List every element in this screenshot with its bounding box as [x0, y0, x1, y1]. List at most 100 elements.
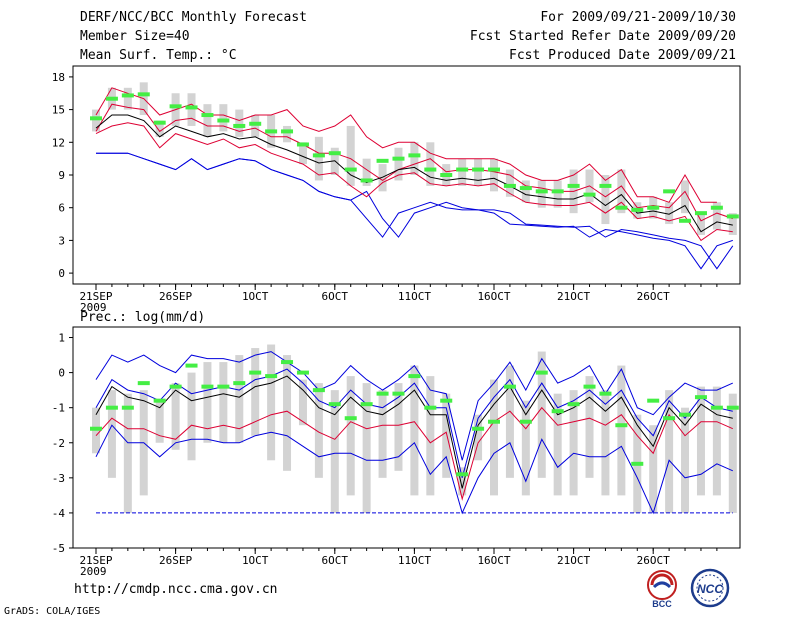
forecast-period: For 2009/09/21-2009/10/30 [540, 10, 736, 25]
ensemble-box [283, 125, 292, 143]
y-tick-label: 12 [52, 136, 65, 149]
median-marker [726, 405, 739, 410]
x-tick-label: 21SEP [79, 554, 112, 567]
x-tick-label: 21SEP [79, 290, 112, 303]
ensemble-box [187, 372, 196, 461]
bcc-logo: BCC [647, 570, 677, 608]
series-line-mean [95, 114, 733, 233]
median-marker [519, 419, 532, 424]
ensemble-box [107, 390, 116, 478]
median-marker [121, 93, 134, 98]
median-marker [647, 205, 660, 210]
median-marker [583, 384, 596, 389]
ensemble-box [171, 383, 180, 450]
median-marker [217, 384, 230, 389]
median-marker [424, 167, 437, 172]
x-tick-label: 11OCT [398, 554, 431, 567]
ensemble-box [298, 142, 307, 165]
ensemble-box [362, 383, 371, 513]
y-tick-label: 18 [52, 71, 65, 84]
median-marker [726, 214, 739, 219]
median-marker [551, 409, 564, 414]
grads-credit: GrADS: COLA/IGES [4, 606, 101, 617]
refer-date: Fcst Started Refer Date 2009/09/20 [469, 29, 736, 44]
ensemble-box [155, 400, 164, 443]
median-marker [488, 419, 500, 424]
ensemble-box [681, 180, 690, 214]
median-marker [201, 113, 214, 118]
source-url[interactable]: http://cmdp.ncc.cma.gov.cn [74, 582, 278, 597]
median-marker [472, 426, 485, 431]
ensemble-box [251, 115, 260, 137]
bcc-logo-text: BCC [652, 599, 672, 608]
ncc-logo-text: NCC [697, 582, 723, 596]
y-tick-label: 0 [58, 367, 65, 380]
median-marker [328, 151, 341, 156]
ensemble-box [553, 180, 562, 208]
ensemble-box [410, 142, 419, 175]
median-marker [535, 370, 548, 375]
ensemble-box [601, 175, 610, 225]
median-marker [392, 391, 405, 396]
ensemble-box [681, 407, 690, 513]
ensemble-box [219, 104, 228, 132]
plot-frame [72, 326, 741, 549]
ensemble-box [235, 109, 244, 137]
series-line-mean [95, 375, 733, 489]
x-tick-year: 2009 [80, 301, 107, 314]
ensemble-box [442, 393, 451, 478]
x-tick-label: 26OCT [637, 554, 670, 567]
median-marker [201, 384, 214, 389]
median-marker [90, 426, 102, 431]
median-marker [663, 416, 676, 421]
median-marker [281, 360, 294, 365]
ensemble-box [649, 425, 658, 513]
median-marker [105, 405, 118, 410]
series-line-lower_red [95, 406, 734, 501]
median-marker [344, 416, 357, 421]
ensemble-box [617, 365, 626, 496]
ensemble-box [410, 365, 419, 496]
median-marker [344, 167, 357, 172]
y-tick-label: -1 [52, 402, 65, 415]
median-marker [647, 398, 660, 403]
ensemble-box [267, 344, 276, 461]
ensemble-box [251, 348, 260, 436]
ensemble-box [235, 355, 244, 443]
series-line-upper_red [95, 103, 733, 222]
ensemble-box [394, 383, 403, 471]
x-tick-label: 16OCT [477, 554, 510, 567]
x-tick-label: 26SEP [159, 290, 192, 303]
median-marker [296, 370, 309, 375]
median-marker [503, 183, 516, 188]
median-marker [679, 412, 692, 417]
median-marker [472, 167, 485, 172]
x-tick-label: 21OCT [557, 554, 590, 567]
median-marker [535, 189, 548, 194]
x-tick-label: 6OCT [322, 290, 349, 303]
member-size: Member Size=40 [80, 29, 190, 44]
ensemble-box [123, 87, 132, 110]
y-tick-label: 6 [58, 202, 65, 215]
median-marker [360, 178, 373, 183]
precip-label: Prec.: log(mm/d) [80, 310, 206, 325]
median-marker [376, 158, 389, 163]
ensemble-box [521, 400, 530, 496]
ensemble-box [298, 379, 307, 426]
median-marker [376, 391, 389, 396]
median-marker [360, 402, 373, 407]
x-tick-year: 2009 [80, 565, 107, 578]
series-line-min [95, 424, 734, 515]
x-tick-label: 21OCT [557, 290, 590, 303]
ensemble-box [458, 467, 467, 496]
ensemble-box [378, 390, 387, 478]
ensemble-box [187, 93, 196, 126]
ensemble-box [505, 169, 514, 197]
median-marker [710, 205, 723, 210]
median-marker [233, 381, 246, 386]
ensemble-box [537, 180, 546, 208]
ensemble-box [203, 104, 212, 137]
series-line-q_upper [95, 87, 717, 203]
ensemble-box [665, 390, 674, 513]
